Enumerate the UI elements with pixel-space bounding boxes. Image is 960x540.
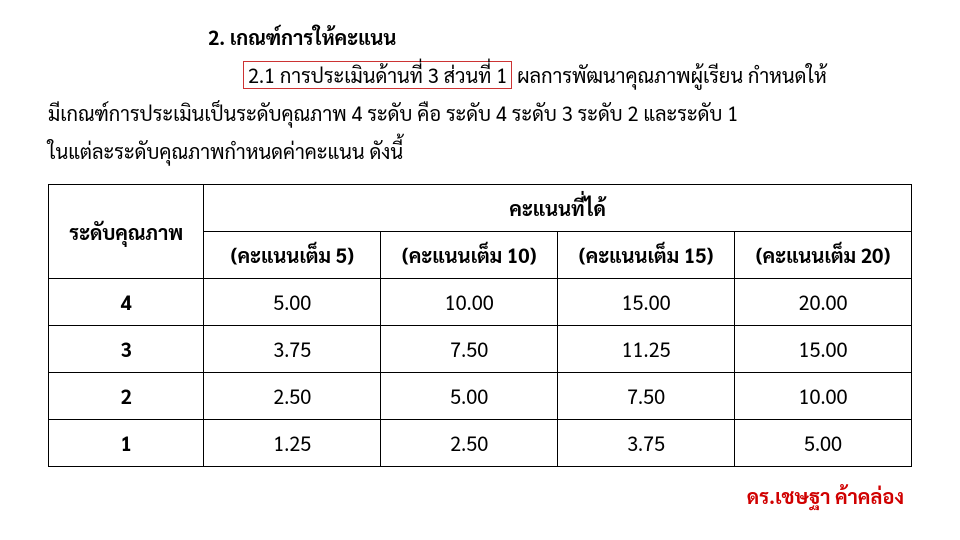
cell-value: 11.25 [558,326,735,373]
cell-value: 1.25 [204,420,381,467]
subheader-full-5: (คะแนนเต็ม 5) [204,232,381,279]
table-row: 4 5.00 10.00 15.00 20.00 [49,279,912,326]
subheader-full-15: (คะแนนเต็ม 15) [558,232,735,279]
cell-level: 4 [49,279,204,326]
table-row: 1 1.25 2.50 3.75 5.00 [49,420,912,467]
scoring-table: ระดับคุณภาพ คะแนนที่ได้ (คะแนนเต็ม 5) (ค… [48,184,912,467]
highlighted-clause: 2.1 การประเมินด้านที่ 3 ส่วนที่ 1 [243,61,512,89]
cell-value: 3.75 [204,326,381,373]
paragraph-line-1: 2.1 การประเมินด้านที่ 3 ส่วนที่ 1 ผลการพ… [48,58,912,92]
paragraph-line-1-rest: ผลการพัฒนาคุณภาพผู้เรียน กำหนดให้ [512,62,827,88]
cell-value: 7.50 [381,326,558,373]
section-heading: 2. เกณฑ์การให้คะแนน [208,20,912,54]
cell-level: 2 [49,373,204,420]
table-row: 3 3.75 7.50 11.25 15.00 [49,326,912,373]
cell-value: 5.00 [735,420,912,467]
author-signature: ดร.เชษฐา ค้าคล่อง [48,479,912,513]
cell-value: 10.00 [735,373,912,420]
cell-value: 5.00 [381,373,558,420]
cell-value: 5.00 [204,279,381,326]
cell-level: 1 [49,420,204,467]
cell-value: 7.50 [558,373,735,420]
cell-value: 2.50 [381,420,558,467]
cell-value: 10.00 [381,279,558,326]
cell-value: 2.50 [204,373,381,420]
subheader-full-20: (คะแนนเต็ม 20) [735,232,912,279]
paragraph-line-2: มีเกณฑ์การประเมินเป็นระดับคุณภาพ 4 ระดับ… [48,96,912,130]
col-header-quality-level: ระดับคุณภาพ [49,185,204,279]
table-row: 2 2.50 5.00 7.50 10.00 [49,373,912,420]
paragraph-line-3: ในแต่ละระดับคุณภาพกำหนดค่าคะแนน ดังนี้ [48,134,912,168]
subheader-full-10: (คะแนนเต็ม 10) [381,232,558,279]
cell-value: 15.00 [558,279,735,326]
col-header-score-group: คะแนนที่ได้ [204,185,912,232]
cell-value: 20.00 [735,279,912,326]
cell-level: 3 [49,326,204,373]
cell-value: 15.00 [735,326,912,373]
cell-value: 3.75 [558,420,735,467]
